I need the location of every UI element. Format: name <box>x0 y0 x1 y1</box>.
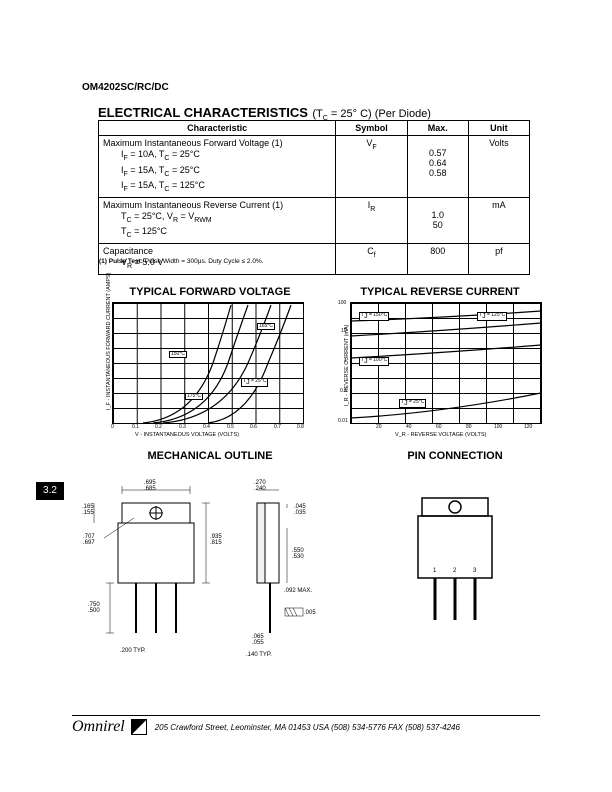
pin-connection-title: PIN CONNECTION <box>370 450 540 462</box>
max-cell: 800 <box>407 243 468 274</box>
table-row: Maximum Instantaneous Forward Voltage (1… <box>99 136 530 198</box>
footnote-label: (1) Pulse Test: <box>99 258 143 265</box>
condition: IF = 10A, TC = 25°C <box>103 148 331 164</box>
symbol-cell: VF <box>336 136 407 198</box>
svg-text:.815: .815 <box>210 540 222 546</box>
svg-text:3: 3 <box>473 568 477 574</box>
col-max: Max. <box>407 121 468 136</box>
max-cell: 1.0 50 <box>407 197 468 243</box>
svg-text:.035: .035 <box>294 510 306 516</box>
outline-svg: .695 .685 .165 .155 .707 .697 .935 .815 … <box>82 478 322 668</box>
svg-text:.500: .500 <box>88 608 100 614</box>
col-characteristic: Characteristic <box>99 121 336 136</box>
curve-label: TJ = 150°C <box>359 312 389 321</box>
col-unit: Unit <box>468 121 529 136</box>
symbol-cell: IR <box>336 197 407 243</box>
condition: IF = 15A, TC = 125°C <box>103 179 331 195</box>
fwd-x-axis-label: V - INSTANTANEOUS VOLTAGE (VOLTS) <box>135 432 239 438</box>
unit-cell: mA <box>468 197 529 243</box>
curve-label: 150°C <box>169 351 187 358</box>
svg-text:1: 1 <box>433 568 437 574</box>
svg-text:.697: .697 <box>83 540 95 546</box>
mechanical-outline-title: MECHANICAL OUTLINE <box>110 450 310 462</box>
curve-label: 165°C <box>257 323 275 330</box>
curve-label: TJ = 125°C <box>477 312 507 321</box>
mechanical-outline-drawing: .695 .685 .165 .155 .707 .697 .935 .815 … <box>82 478 322 668</box>
char-main: Maximum Instantaneous Reverse Current (1… <box>103 200 283 210</box>
reverse-current-chart: TJ = 150°C TJ = 125°C TJ = 100°C TJ = 25… <box>350 302 542 424</box>
company-logo-text: Omnirel <box>72 718 125 736</box>
forward-voltage-chart-title: TYPICAL FORWARD VOLTAGE <box>120 286 300 298</box>
svg-text:.140 TYP.: .140 TYP. <box>246 652 272 658</box>
reverse-current-chart-title: TYPICAL REVERSE CURRENT <box>340 286 540 298</box>
characteristics-table: Characteristic Symbol Max. Unit Maximum … <box>98 120 530 275</box>
svg-text:.155: .155 <box>82 510 94 516</box>
page-footer: Omnirel 205 Crawford Street, Leominster,… <box>72 715 540 736</box>
unit-cell: pf <box>468 243 529 274</box>
curve-label: TJ = 25°C <box>241 378 268 387</box>
fwd-y-axis-label: I_F - INSTANTANEOUS FORWARD CURRENT (AMP… <box>106 272 112 410</box>
char-main: Maximum Instantaneous Forward Voltage (1… <box>103 138 283 148</box>
svg-text:.092 MAX.: .092 MAX. <box>284 588 312 594</box>
curve-label: TJ = 100°C <box>359 357 389 366</box>
table-row: Maximum Instantaneous Reverse Current (1… <box>99 197 530 243</box>
svg-text:.530: .530 <box>292 554 304 560</box>
company-address: 205 Crawford Street, Leominster, MA 0145… <box>155 723 460 732</box>
condition: IF = 15A, TC = 25°C <box>103 164 331 180</box>
condition: TC = 25°C, VR = VRWM <box>103 210 331 226</box>
svg-text:2: 2 <box>453 568 457 574</box>
svg-text:.005: .005 <box>304 610 316 616</box>
section-title: ELECTRICAL CHARACTERISTICS <box>98 105 308 120</box>
footnote: (1) Pulse Test: Pulse Width = 300μs. Dut… <box>99 258 264 265</box>
pin-connection-drawing: 1 2 3 <box>400 490 510 630</box>
part-number: OM4202SC/RC/DC <box>82 82 169 93</box>
condition: TC = 125°C <box>103 225 331 241</box>
char-main: Capacitance <box>103 246 153 256</box>
curve-label: 175°C <box>185 393 203 400</box>
col-symbol: Symbol <box>336 121 407 136</box>
page-number-tab: 3.2 <box>36 482 64 500</box>
table-header-row: Characteristic Symbol Max. Unit <box>99 121 530 136</box>
max-cell: 0.57 0.64 0.58 <box>407 136 468 198</box>
chart-curves <box>113 303 303 423</box>
curve-label: TJ = 25°C <box>399 399 426 408</box>
rev-x-axis-label: V_R - REVERSE VOLTAGE (VOLTS) <box>395 432 486 438</box>
company-logo-icon <box>131 719 147 735</box>
svg-text:.055: .055 <box>252 640 264 646</box>
unit-cell: Volts <box>468 136 529 198</box>
svg-text:.240: .240 <box>254 486 266 492</box>
footnote-text: Pulse Width = 300μs. Duty Cycle ≤ 2.0%. <box>145 258 264 265</box>
svg-text:.685: .685 <box>144 486 156 492</box>
svg-text:.200 TYP.: .200 TYP. <box>120 648 146 654</box>
section-subtitle: (TC = 25° C) (Per Diode) <box>312 108 431 120</box>
forward-voltage-chart: TJ = 25°C 150°C 175°C 165°C <box>112 302 304 424</box>
symbol-cell: Cf <box>336 243 407 274</box>
pin-svg: 1 2 3 <box>400 490 510 630</box>
